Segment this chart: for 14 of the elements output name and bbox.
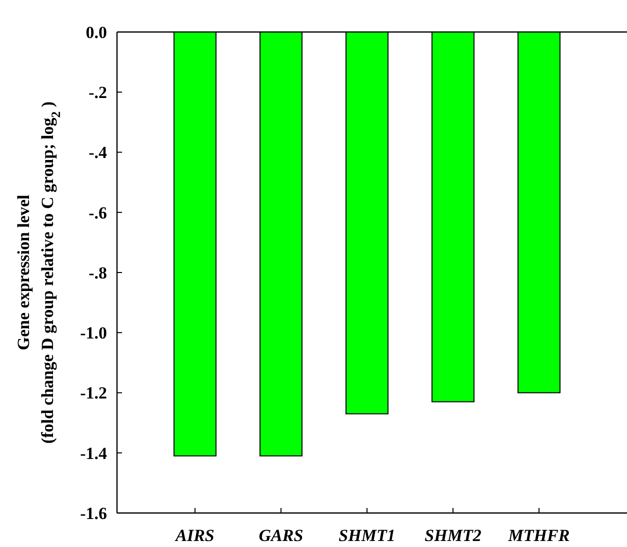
y-tick-label: -1.2 (80, 384, 107, 403)
y-tick-label: -.4 (88, 143, 108, 162)
x-tick-label: SHMT1 (338, 526, 396, 545)
x-tick-label: SHMT2 (424, 526, 482, 545)
y-tick-label: 0.0 (86, 22, 107, 42)
y-tick-label: -.6 (88, 203, 107, 222)
x-tick-label: MTHFR (507, 526, 570, 545)
y-tick-label: -1.6 (80, 504, 107, 523)
x-tick-label: GARS (258, 526, 304, 545)
y-tick-label: -.2 (88, 83, 107, 102)
x-tick-label: AIRS (174, 526, 214, 545)
y-tick-label: -1.4 (80, 444, 108, 463)
y-tick-label: -1.0 (80, 324, 107, 343)
y-tick-label: -.8 (88, 263, 107, 282)
